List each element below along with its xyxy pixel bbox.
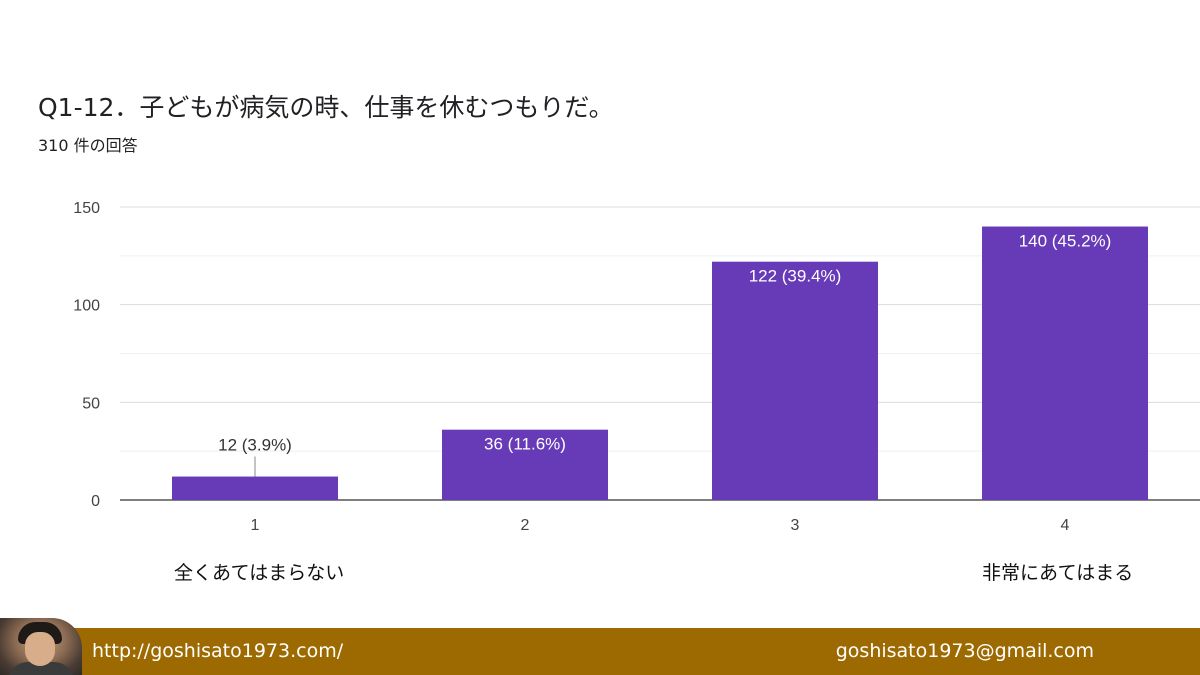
bar [172,476,338,500]
y-tick-label: 0 [91,493,100,510]
y-tick-label: 50 [82,395,100,412]
scale-label-high: 非常にあてはまる [982,562,1134,584]
x-tick-label: 3 [791,517,800,534]
y-tick-label: 100 [73,298,100,315]
bar [712,261,878,500]
bar [982,226,1148,501]
y-tick-label: 150 [73,200,100,217]
data-label: 36 (11.6%) [484,435,566,454]
data-label: 12 (3.9%) [218,436,292,455]
chart-title: Q1-12．子どもが病気の時、仕事を休むつもりだ。 [38,93,614,122]
bar [442,429,608,500]
footer-bar: http://goshisato1973.com/ goshisato1973@… [0,628,1200,675]
footer-url-link[interactable]: http://goshisato1973.com/ [92,640,344,662]
x-tick-label: 1 [251,517,260,534]
x-tick-label: 2 [521,517,530,534]
bar-chart: 0 50 100 150 12 (3.9%) 1 36 (11.6%) 2 122 (39.4%… [73,200,1200,534]
data-label: 140 (45.2%) [1019,232,1112,251]
avatar [0,618,82,675]
x-tick-label: 4 [1061,517,1070,534]
footer-email-link[interactable]: goshisato1973@gmail.com [835,640,1094,662]
data-label: 122 (39.4%) [749,267,842,286]
scale-label-low: 全くあてはまらない [174,562,345,584]
response-count: 310 件の回答 [38,136,138,155]
